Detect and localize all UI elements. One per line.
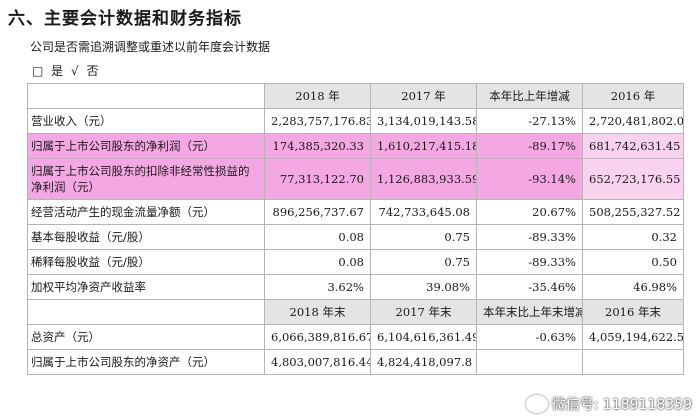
- wechat-icon: [525, 395, 548, 413]
- value-cell: 4,059,194,622.54: [582, 324, 684, 350]
- header-cell: 本年比上年增减: [476, 83, 583, 109]
- row-label: 稀释每股收益（元/股）: [27, 249, 265, 275]
- checkbox-icon: □: [32, 64, 44, 78]
- header-cell: [27, 299, 265, 325]
- row-label: 归属于上市公司股东的净资产（元）: [27, 349, 265, 375]
- value-cell: -93.14%: [476, 158, 583, 200]
- value-cell: [476, 349, 583, 375]
- table-row: 经营活动产生的现金流量净额（元） 896,256,737.67 742,733,64…: [27, 199, 684, 225]
- table-row: 归属于上市公司股东的净利润（元） 174,385,320.33 1,610,217,…: [27, 133, 684, 159]
- header-cell: 本年末比上年末增减: [476, 299, 583, 325]
- value-cell: 0.50: [582, 249, 684, 275]
- value-cell: 2,720,481,802.02: [582, 108, 684, 134]
- header-cell: 2018 年: [264, 83, 371, 109]
- value-cell: 3,134,019,143.58: [370, 108, 477, 134]
- value-cell: -0.63%: [476, 324, 583, 350]
- value-cell: 0.32: [582, 224, 684, 250]
- header-cell: 2016 年: [582, 83, 684, 109]
- value-cell: 0.08: [264, 249, 371, 275]
- restatement-question: 公司是否需追溯调整或重述以前年度会计数据: [30, 40, 271, 54]
- header-row: 2018 年 2017 年本年比上年增减 2016 年: [27, 83, 684, 109]
- table-row: 总资产（元） 6,066,389,816.67 6,104,616,361.49 -0…: [27, 324, 684, 350]
- watermark: 微信号: 1189118359: [525, 394, 692, 414]
- answer-yes: 是: [51, 64, 64, 78]
- row-label: 经营活动产生的现金流量净额（元）: [27, 199, 265, 225]
- restatement-answer: □ 是 √ 否: [32, 62, 103, 79]
- value-cell: 896,256,737.67: [264, 199, 371, 225]
- table-row: 归属于上市公司股东的扣除非经常性损益的净利润（元） 77,313,122.70 1,…: [27, 158, 684, 200]
- value-cell: -27.13%: [476, 108, 583, 134]
- value-cell: 0.75: [370, 249, 477, 275]
- value-cell: -89.17%: [476, 133, 583, 159]
- table-row: 稀释每股收益（元/股） 0.08 0.75 -89.33% 0.50: [27, 249, 684, 275]
- table-row: 基本每股收益（元/股） 0.08 0.75 -89.33% 0.32: [27, 224, 684, 250]
- row-label: 总资产（元）: [27, 324, 265, 350]
- value-cell: 39.08%: [370, 274, 477, 300]
- value-cell: 174,385,320.33: [264, 133, 371, 159]
- table-row: 加权平均净资产收益率 3.62% 39.08% -35.46% 46.98%: [27, 274, 684, 300]
- value-cell: 1,126,883,933.59: [370, 158, 477, 200]
- table-row: 归属于上市公司股东的净资产（元） 4,803,007,816.44 4,824,41…: [27, 349, 684, 375]
- value-cell: 4,824,418,097.8: [370, 349, 477, 375]
- value-cell: 6,066,389,816.67: [264, 324, 371, 350]
- table-row: 营业收入（元） 2,283,757,176.83 3,134,019,143.58-…: [27, 108, 684, 134]
- value-cell: -35.46%: [476, 274, 583, 300]
- value-cell: -89.33%: [476, 249, 583, 275]
- header-cell: 2016 年末: [582, 299, 684, 325]
- value-cell: 681,742,631.45: [582, 133, 684, 159]
- value-cell: 0.75: [370, 224, 477, 250]
- value-cell: 1,610,217,415.18: [370, 133, 477, 159]
- row-label: 基本每股收益（元/股）: [27, 224, 265, 250]
- value-cell: -89.33%: [476, 224, 583, 250]
- header-row: 2018 年末 2017 年末 本年末比上年末增减 2016 年末: [27, 299, 684, 325]
- answer-no: 否: [86, 64, 99, 78]
- value-cell: 652,723,176.55: [582, 158, 684, 200]
- row-label: 归属于上市公司股东的扣除非经常性损益的净利润（元）: [27, 158, 265, 200]
- value-cell: 2,283,757,176.83: [264, 108, 371, 134]
- row-label: 营业收入（元）: [27, 108, 265, 134]
- financial-indicators-table: 2018 年 2017 年本年比上年增减 2016 年营业收入（元） 2,283,75…: [27, 83, 684, 375]
- header-cell: 2017 年末: [370, 299, 477, 325]
- header-cell: 2018 年末: [264, 299, 371, 325]
- value-cell: 3.62%: [264, 274, 371, 300]
- value-cell: 742,733,645.08: [370, 199, 477, 225]
- row-label: 加权平均净资产收益率: [27, 274, 265, 300]
- value-cell: [582, 349, 684, 375]
- value-cell: 0.08: [264, 224, 371, 250]
- value-cell: 46.98%: [582, 274, 684, 300]
- check-mark: √: [71, 64, 79, 78]
- value-cell: 4,803,007,816.44: [264, 349, 371, 375]
- table-body: 2018 年 2017 年本年比上年增减 2016 年营业收入（元） 2,283,75…: [27, 83, 684, 375]
- value-cell: 6,104,616,361.49: [370, 324, 477, 350]
- watermark-text: 微信号: 1189118359: [551, 397, 692, 413]
- value-cell: 77,313,122.70: [264, 158, 371, 200]
- value-cell: 508,255,327.52: [582, 199, 684, 225]
- section-title: 六、主要会计数据和财务指标: [8, 9, 242, 29]
- header-cell: 2017 年: [370, 83, 477, 109]
- header-cell: [27, 83, 265, 109]
- value-cell: 20.67%: [476, 199, 583, 225]
- row-label: 归属于上市公司股东的净利润（元）: [27, 133, 265, 159]
